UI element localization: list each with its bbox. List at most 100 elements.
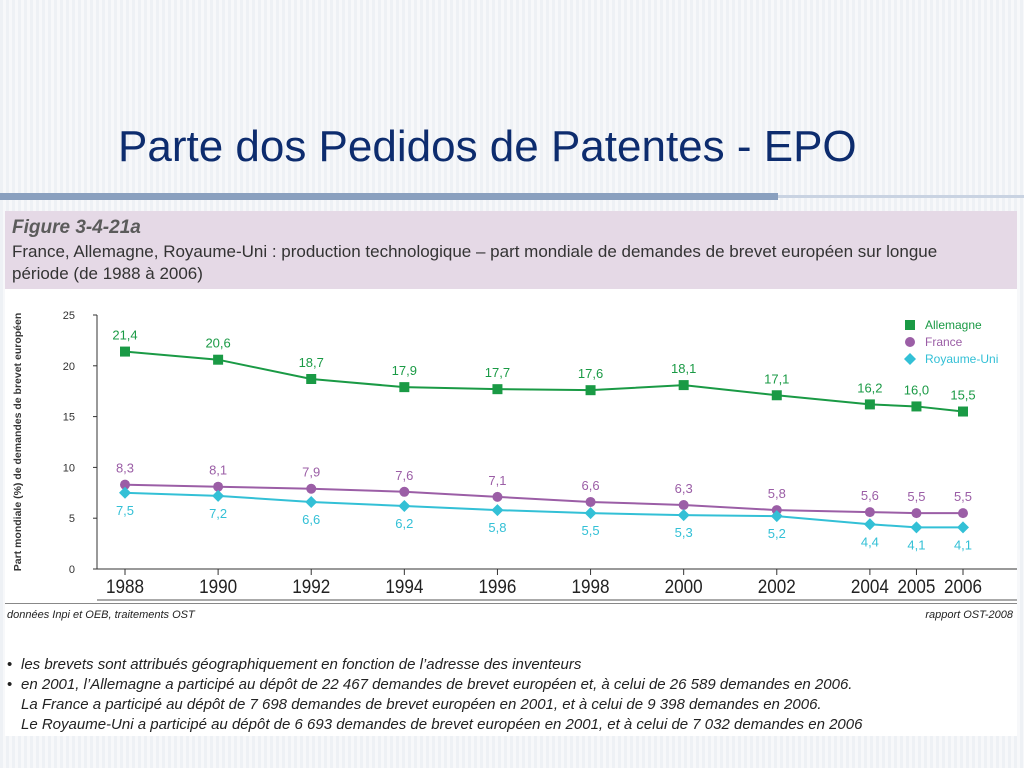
data-point (213, 481, 224, 492)
figure-label: Figure 3-4-21a (12, 217, 141, 238)
series-line (124, 350, 964, 413)
legend-item: Allemagne (905, 318, 982, 332)
data-point (492, 384, 503, 395)
series-france: 8,3 8,1 7,9 7,6 7,1 6,6 6,3 5,8 5,6 5,5 5,5 (116, 461, 972, 519)
data-label: 7,5 (116, 503, 134, 518)
note-line: • les brevets sont attribués géographique… (7, 655, 1007, 675)
data-label: 17,7 (485, 365, 510, 380)
data-point (398, 500, 411, 513)
data-point (911, 401, 922, 412)
x-tick-label: 1992 (292, 577, 330, 598)
figure-panel: Figure 3-4-21a France, Allemagne, Royaum… (5, 211, 1017, 736)
legend-marker (905, 337, 915, 347)
data-point (864, 399, 875, 410)
data-point (863, 518, 876, 531)
note-line: La France a participé au dépôt de 7 698 … (7, 695, 1007, 715)
data-label: 5,3 (675, 525, 693, 540)
data-point (585, 385, 596, 396)
data-label: 6,3 (675, 481, 693, 496)
title-divider-light (778, 195, 1024, 198)
data-point (678, 499, 689, 510)
data-point (119, 486, 131, 499)
data-point (120, 346, 130, 357)
data-label: 16,0 (904, 382, 929, 397)
y-axis-label: Part mondiale (%) de demandes de brevet … (12, 313, 24, 572)
data-point (957, 521, 969, 534)
data-point (399, 382, 410, 393)
x-tick-label: 1996 (478, 577, 516, 598)
data-label: 6,6 (302, 512, 320, 527)
data-label: 6,2 (395, 516, 413, 531)
note-text: en 2001, l’Allemagne a participé au dépô… (21, 676, 853, 693)
x-tick-label: 1998 (572, 577, 610, 598)
data-label: 5,5 (582, 523, 600, 538)
legend-item: France (905, 335, 963, 349)
data-label: 5,5 (954, 489, 972, 504)
data-label: 7,6 (395, 468, 413, 483)
x-tick-label: 1994 (385, 577, 423, 598)
data-label: 18,7 (299, 355, 324, 370)
note-line: Le Royaume-Uni a participé au dépôt de 6… (7, 715, 1007, 735)
data-point (678, 380, 689, 391)
figure-subtitle: France, Allemagne, Royaume-Uni : product… (12, 242, 938, 283)
data-label: 4,1 (954, 537, 972, 552)
note-text: Le Royaume-Uni a participé au dépôt de 6… (21, 716, 863, 733)
y-tick-label: 5 (69, 513, 75, 525)
data-point (305, 495, 318, 508)
line-chart: 0 5 10 15 20 25 Part mondiale (%) de demandes … (5, 289, 1017, 601)
note-text: La France a participé au dépôt de 7 698 … (21, 696, 822, 713)
y-tick-label: 0 (69, 564, 75, 576)
data-label: 8,1 (209, 463, 227, 478)
data-point (491, 504, 504, 517)
data-label: 17,6 (578, 366, 603, 381)
data-label: 5,5 (907, 489, 925, 504)
data-point (120, 479, 130, 490)
data-point (677, 509, 690, 522)
data-point (958, 406, 968, 417)
data-point (492, 491, 503, 502)
series-royaume-uni: 7,5 7,2 6,6 6,2 5,8 5,5 5,3 5,2 4,4 4,1 4,1 (116, 486, 972, 552)
figure-notes: • les brevets sont attribués géographique… (7, 655, 1007, 735)
chart-legend: Allemagne France Royaume-Uni (904, 318, 998, 366)
data-label: 17,9 (392, 363, 417, 378)
data-label: 4,4 (861, 534, 879, 549)
chart-axes: 0 5 10 15 20 25 Part mondiale (%) de demandes … (12, 310, 1017, 601)
data-label: 15,5 (950, 388, 975, 403)
x-tick-label: 1988 (106, 577, 144, 598)
data-point (771, 390, 782, 401)
y-tick-label: 15 (63, 412, 75, 424)
y-tick-label: 25 (63, 310, 75, 322)
note-line: • en 2001, l’Allemagne a participé au dép… (7, 675, 1007, 695)
data-label: 5,8 (488, 520, 506, 535)
x-tick-label: 1990 (199, 577, 237, 598)
data-point (910, 521, 923, 534)
data-point (864, 507, 875, 518)
legend-label: France (925, 335, 963, 349)
data-label: 5,2 (768, 526, 786, 541)
title-divider (0, 193, 778, 200)
source-credit: données Inpi et OEB, traitements OST (7, 609, 195, 621)
data-label: 18,1 (671, 361, 696, 376)
data-point (771, 505, 782, 516)
x-tick-label: 2000 (665, 577, 703, 598)
data-label: 7,2 (209, 506, 227, 521)
data-point (399, 486, 410, 497)
figure-header: Figure 3-4-21a France, Allemagne, Royaum… (5, 211, 1017, 289)
y-tick-label: 10 (63, 462, 75, 474)
slide-title: Parte dos Pedidos de Patentes - EPO (118, 122, 857, 171)
bullet-icon: • (7, 676, 13, 693)
series-line (124, 491, 963, 529)
note-text: les brevets sont attribués géographiquem… (21, 656, 582, 673)
data-label: 5,6 (861, 488, 879, 503)
legend-marker (904, 353, 916, 365)
data-label: 4,1 (907, 537, 925, 552)
data-point (306, 374, 317, 385)
legend-label: Royaume-Uni (925, 352, 998, 366)
data-label: 21,4 (112, 328, 137, 343)
legend-marker (905, 320, 915, 330)
x-tick-label: 2006 (944, 577, 982, 598)
data-point (958, 508, 968, 519)
legend-label: Allemagne (925, 318, 982, 332)
data-label: 16,2 (857, 380, 882, 395)
data-point (213, 354, 224, 365)
